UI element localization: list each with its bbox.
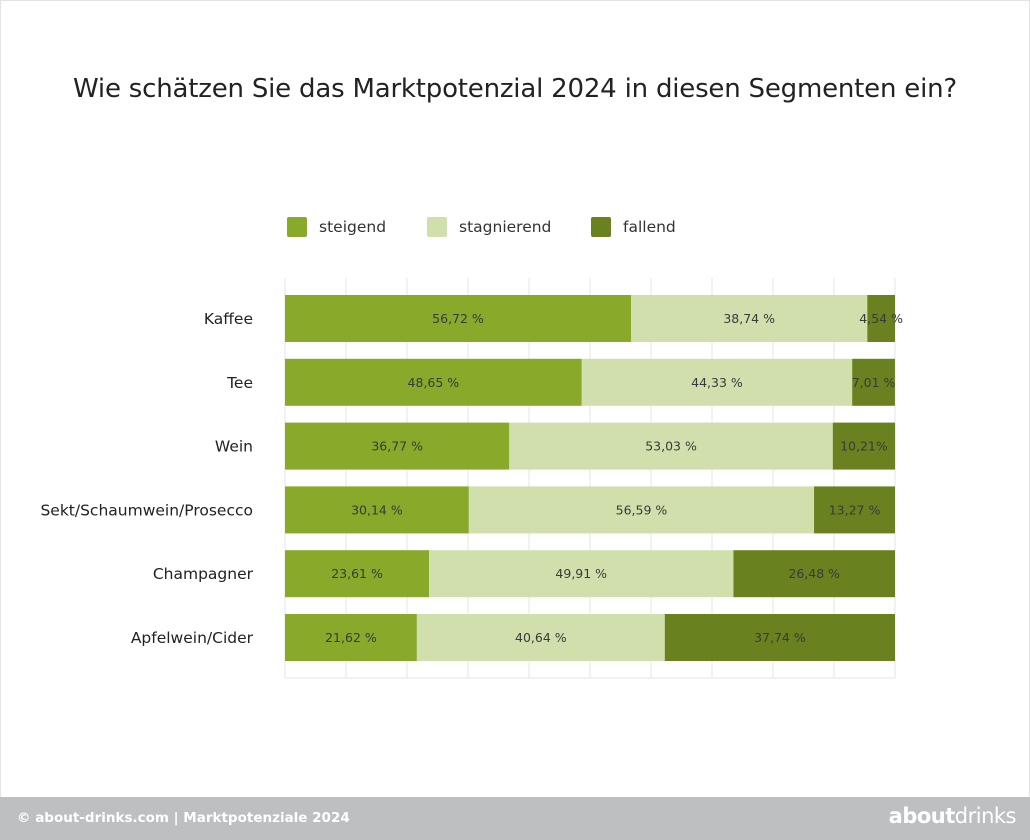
bar-segment-stagnierend [468,486,815,534]
data-label: 7,01 % [852,375,896,390]
footer-logo-bold: about [888,804,956,828]
bar-segment-stagnierend [509,422,833,470]
data-label: 10,21% [840,439,888,454]
bar-segment-steigend [285,486,469,534]
data-label: 30,14 % [351,502,403,517]
category-label: Sekt/Schaumwein/Prosecco [40,501,253,519]
bar-segment-fallend [852,358,895,406]
data-label: 13,27 % [829,502,881,517]
bar-segment-steigend [285,614,417,661]
bars: 56,72 % 38,74 % 4,54 % 48,65 % 44,33 % 7,01 %… [285,295,903,661]
data-label: 44,33 % [691,375,743,390]
bar-segment-steigend [285,295,631,342]
category-label: Tee [226,374,253,392]
data-label: 40,64 % [515,630,567,645]
footer-logo: aboutdrinks [888,804,1017,828]
bar-segment-stagnierend [416,614,665,661]
data-label: 23,61 % [331,566,383,581]
legend-swatch-fallend [591,217,611,237]
bar-segment-fallend [814,486,895,534]
category-label: Apfelwein/Cider [131,629,254,647]
bar-segment-steigend [285,550,430,598]
bar-segment-fallend [733,550,895,598]
bar-segment-stagnierend [429,550,734,598]
stacked-bar-chart: Kaffee Tee Wein Sekt/Schaumwein/Prosecco Cha… [40,278,903,679]
legend-item-stagnierend: stagnierend [427,216,551,238]
data-label: 49,91 % [555,566,607,581]
legend-label-fallend: fallend [623,218,676,236]
data-label: 53,03 % [645,439,697,454]
legend-item-steigend: steigend [287,216,386,238]
category-label: Kaffee [204,310,253,328]
bar-segment-fallend [867,295,895,342]
footer-bar: © about-drinks.com | Marktpotenziale 202… [0,797,1030,840]
gridlines [284,278,896,678]
legend-label-steigend: steigend [319,218,387,236]
category-label: Champagner [153,565,254,583]
footer-source: © about-drinks.com | Marktpotenziale 202… [17,810,350,826]
footer-logo-light: drinks [954,804,1017,828]
data-label: 4,54 % [859,311,903,326]
legend-swatch-steigend [287,217,307,237]
category-label: Wein [215,438,253,456]
chart-title: Wie schätzen Sie das Marktpotenzial 2024… [72,74,957,104]
bar-segment-fallend [832,422,896,470]
data-label: 38,74 % [723,311,775,326]
data-label: 26,48 % [788,566,840,581]
bar-segment-stagnierend [630,295,868,342]
bar-segment-stagnierend [581,358,853,406]
bar-segment-steigend [285,422,510,470]
bar-segment-steigend [285,358,582,406]
data-label: 36,77 % [371,439,423,454]
data-label: 21,62 % [325,630,377,645]
bar-segment-fallend [664,614,895,661]
legend-label-stagnierend: stagnierend [459,218,552,236]
data-label: 48,65 % [408,375,460,390]
data-label: 56,72 % [432,311,484,326]
legend-item-fallend: fallend [591,216,676,238]
data-label: 37,74 % [754,630,806,645]
data-label: 56,59 % [616,502,668,517]
legend-swatch-stagnierend [427,217,447,237]
